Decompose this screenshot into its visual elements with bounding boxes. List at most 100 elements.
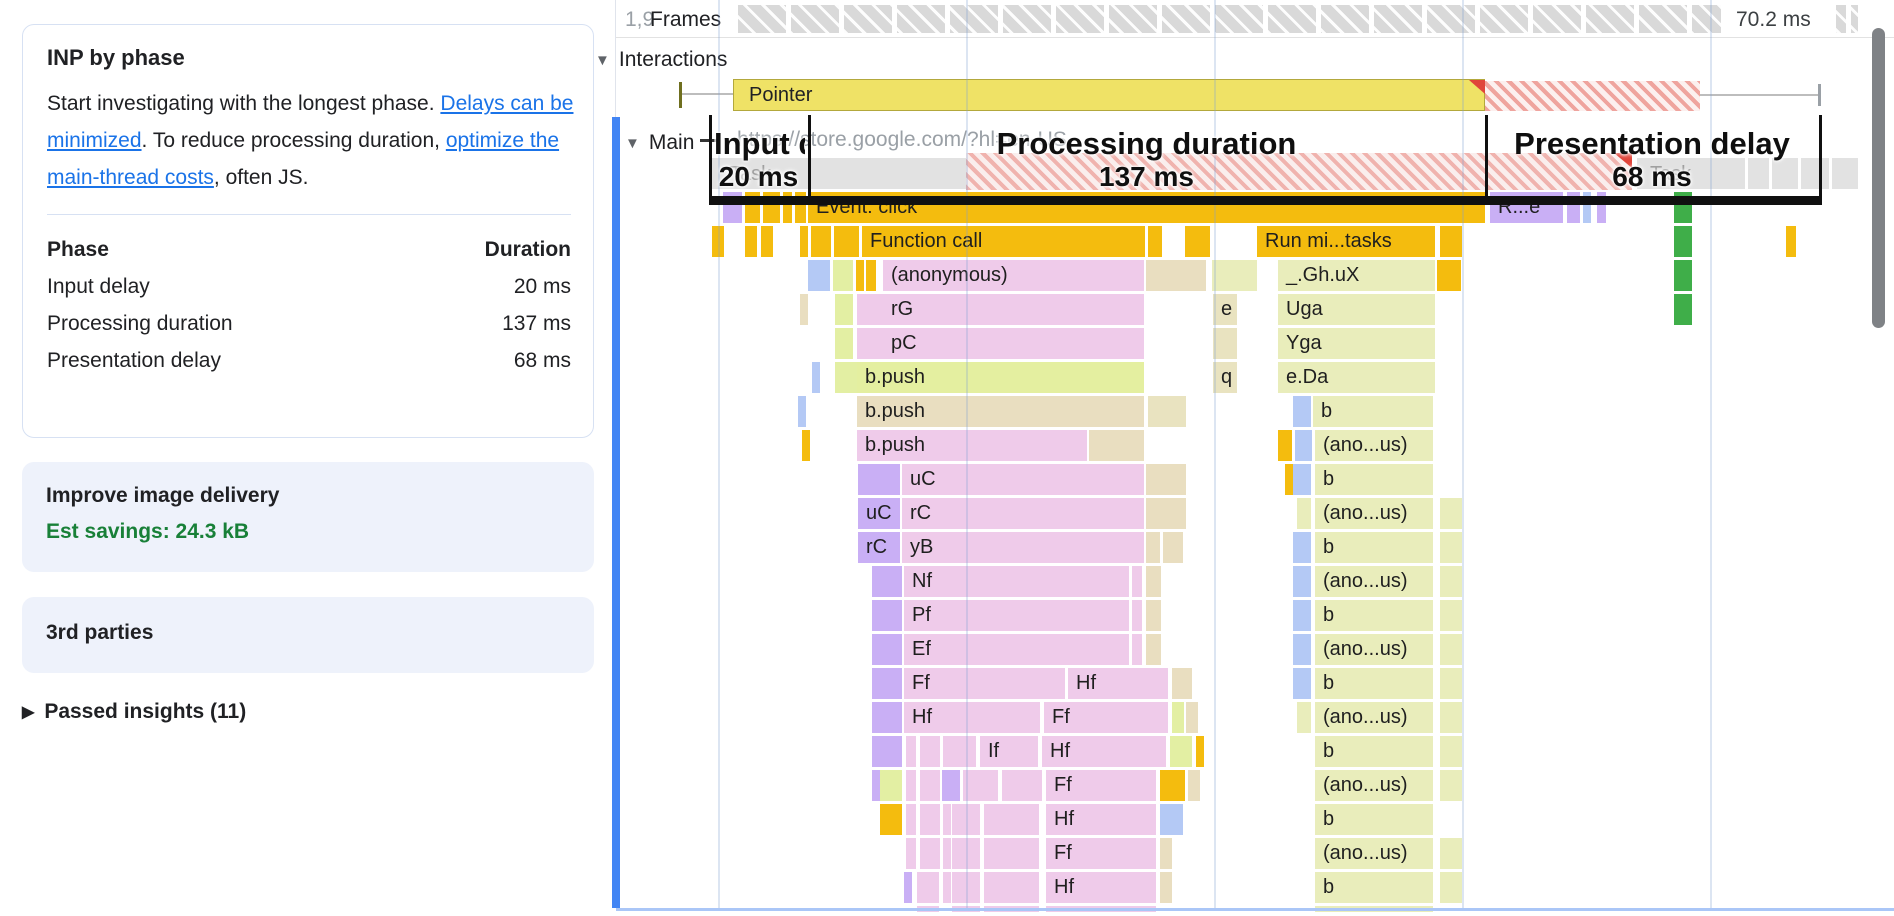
flame-bar[interactable]: (ano...us) [1315, 566, 1433, 597]
flame-bar[interactable]: _.Gh.uX [1278, 260, 1435, 291]
flame-bar[interactable] [1293, 396, 1311, 427]
flame-bar[interactable] [1583, 192, 1591, 223]
flame-bar[interactable] [904, 872, 912, 903]
flame-bar[interactable] [880, 702, 902, 733]
flame-bar[interactable] [1278, 430, 1292, 461]
flame-bar[interactable] [952, 838, 980, 869]
flame-bar[interactable] [1801, 158, 1829, 189]
flame-bar[interactable] [863, 294, 871, 325]
flame-bar[interactable] [1196, 736, 1204, 767]
flame-bar[interactable] [795, 192, 806, 223]
flame-bar[interactable] [1293, 464, 1311, 495]
flame-bar[interactable] [1213, 328, 1237, 359]
flame-bar[interactable]: Hf [1046, 872, 1156, 903]
flame-bar[interactable]: e [1213, 294, 1237, 325]
flame-bar[interactable] [856, 260, 864, 291]
flame-bar[interactable] [1437, 260, 1461, 291]
flame-bar[interactable]: Run mi...tasks [1257, 226, 1435, 257]
flame-bar[interactable] [1440, 532, 1462, 563]
flame-bar[interactable]: b.push [857, 430, 1087, 461]
flame-bar[interactable] [863, 328, 871, 359]
flame-bar[interactable] [1440, 634, 1462, 665]
flame-bar[interactable] [857, 328, 865, 359]
flame-bar[interactable] [1786, 226, 1796, 257]
vertical-scrollbar[interactable] [1872, 28, 1885, 328]
flame-bar[interactable]: b [1315, 804, 1433, 835]
flame-bar[interactable]: (ano...us) [1315, 430, 1433, 461]
flame-bar[interactable] [952, 804, 980, 835]
flame-bar[interactable] [1160, 872, 1172, 903]
flame-bar[interactable] [875, 294, 883, 325]
flame-bar[interactable] [1170, 736, 1192, 767]
flame-bar[interactable] [1674, 226, 1692, 257]
flame-bar[interactable] [1132, 566, 1142, 597]
flame-bar[interactable] [1160, 770, 1185, 801]
flame-bar[interactable] [1440, 770, 1462, 801]
flame-bar[interactable]: Pf [904, 600, 1129, 631]
flame-bar[interactable]: Function call [862, 226, 1145, 257]
flame-bar[interactable] [1440, 226, 1462, 257]
flame-bar[interactable] [872, 736, 880, 767]
flame-bar[interactable] [1163, 532, 1183, 563]
flame-bar[interactable]: If [980, 736, 1038, 767]
flame-bar[interactable]: Yga [1278, 328, 1435, 359]
flame-bar[interactable] [1293, 532, 1311, 563]
flame-bar[interactable] [1146, 600, 1161, 631]
flame-bar[interactable] [808, 260, 830, 291]
flame-bar[interactable] [1172, 668, 1192, 699]
flame-bar[interactable] [1597, 192, 1606, 223]
flame-bar[interactable] [1440, 838, 1462, 869]
flame-bar[interactable] [872, 702, 880, 733]
flame-bar[interactable] [1132, 634, 1142, 665]
interactions-track-header[interactable]: ▼ Interactions [595, 48, 727, 72]
flame-bar[interactable]: Ff [1046, 838, 1156, 869]
flame-bar[interactable] [880, 770, 902, 801]
main-track-header[interactable]: ▼ Main [625, 131, 694, 155]
flame-bar[interactable]: Uga [1278, 294, 1435, 325]
flame-bar[interactable] [920, 804, 940, 835]
flame-bar[interactable] [1440, 872, 1462, 903]
flame-bar[interactable] [1146, 566, 1161, 597]
flame-bar[interactable] [800, 226, 808, 257]
flame-bar[interactable] [872, 566, 902, 597]
flame-bar[interactable] [906, 838, 916, 869]
flame-bar[interactable]: b.push [857, 396, 1144, 427]
flame-bar[interactable] [1185, 226, 1210, 257]
flame-bar[interactable] [1674, 294, 1692, 325]
flame-bar[interactable] [1674, 260, 1692, 291]
flame-bar[interactable] [1002, 770, 1042, 801]
flame-bar[interactable] [963, 770, 998, 801]
flame-bar[interactable]: (ano...us) [1315, 634, 1433, 665]
flame-bar[interactable] [906, 804, 916, 835]
flame-bar[interactable] [712, 226, 724, 257]
flame-bar[interactable]: pC [883, 328, 1144, 359]
flame-bar[interactable] [984, 872, 1039, 903]
flame-bar[interactable]: yB [902, 532, 1144, 563]
flame-bar[interactable] [917, 872, 939, 903]
flame-bar[interactable]: (ano...us) [1315, 770, 1433, 801]
flame-bar[interactable] [920, 736, 940, 767]
flame-bar[interactable] [984, 804, 1039, 835]
flame-bar[interactable] [869, 294, 877, 325]
flame-bar[interactable] [833, 260, 853, 291]
flame-bar[interactable]: rC [858, 532, 900, 563]
flame-bar[interactable] [1440, 600, 1462, 631]
flame-bar[interactable] [835, 362, 857, 393]
flame-bar[interactable] [1089, 430, 1144, 461]
flame-bar[interactable]: Ff [1044, 702, 1168, 733]
flame-bar[interactable] [1293, 566, 1311, 597]
flame-bar[interactable] [798, 396, 806, 427]
flame-bar[interactable] [1832, 158, 1858, 189]
flame-bar[interactable]: e.Da [1278, 362, 1435, 393]
flame-bar[interactable] [880, 804, 902, 835]
flame-bar[interactable] [761, 226, 773, 257]
inp-by-phase-card[interactable]: INP by phase Start investigating with th… [22, 24, 594, 438]
flame-bar[interactable] [835, 328, 853, 359]
flame-bar[interactable] [1148, 396, 1186, 427]
flame-bar[interactable] [1297, 498, 1311, 529]
flame-bar[interactable]: Ff [1046, 770, 1156, 801]
flame-bar[interactable] [1212, 260, 1257, 291]
flame-bar[interactable] [857, 294, 865, 325]
flame-bar[interactable] [1146, 532, 1160, 563]
flame-bar[interactable] [920, 770, 940, 801]
